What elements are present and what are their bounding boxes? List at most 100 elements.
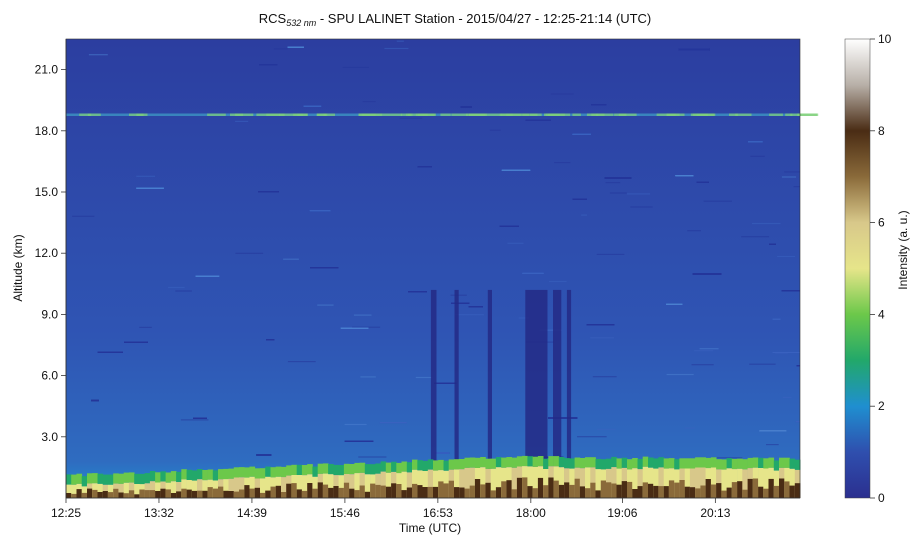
colorbar-ticks: 0 2 4 6 8 10 — [870, 32, 892, 505]
boundary-layer-cell — [773, 460, 780, 471]
boundary-layer-cell — [511, 467, 518, 498]
heatmap-cell — [691, 364, 714, 366]
heatmap-cell — [175, 290, 192, 292]
cloud-layer-cell — [469, 113, 483, 116]
boundary-layer-cell — [427, 486, 434, 498]
boundary-layer-cell — [621, 457, 628, 468]
heatmap-cell — [353, 314, 372, 316]
x-tick-label: 19:06 — [607, 506, 637, 520]
boundary-layer-cell — [763, 468, 769, 498]
boundary-layer-cell — [642, 482, 649, 498]
boundary-layer-cell — [579, 486, 586, 498]
boundary-layer-cell — [663, 468, 670, 498]
boundary-layer-cell — [375, 463, 381, 474]
boundary-layer-cell — [574, 457, 581, 468]
boundary-layer-cell — [249, 466, 256, 477]
boundary-layer-cell — [674, 482, 680, 498]
boundary-layer-cell — [102, 491, 109, 498]
cloud-layer-cell — [479, 113, 502, 116]
low-signal-column — [525, 289, 548, 472]
heatmap-cell — [258, 191, 279, 193]
boundary-layer-cell — [454, 469, 460, 498]
boundary-layer-cell — [66, 484, 72, 498]
boundary-layer-cell — [333, 486, 339, 498]
boundary-layer-cell — [412, 483, 418, 498]
boundary-layer-cell — [716, 483, 722, 498]
heatmap-cell — [468, 306, 483, 308]
cloud-layer-cell — [79, 113, 92, 116]
boundary-layer-cell — [228, 491, 235, 498]
boundary-layer-cell — [249, 488, 256, 498]
boundary-layer-cell — [527, 486, 533, 498]
boundary-layer-cell — [66, 493, 72, 498]
boundary-layer-cell — [81, 492, 88, 498]
heatmap-cell — [310, 267, 339, 269]
boundary-layer-cell — [564, 458, 570, 469]
cloud-layer-cell — [129, 113, 144, 116]
boundary-layer-cell — [81, 486, 88, 498]
heatmap-cell — [256, 454, 272, 456]
boundary-layer-cell — [737, 458, 743, 469]
boundary-layer-cell — [731, 482, 738, 498]
cloud-layer-cell — [735, 113, 752, 116]
heatmap-cell — [590, 337, 615, 339]
heatmap-cell — [259, 64, 278, 66]
boundary-layer-cell — [144, 473, 151, 484]
boundary-layer-cell — [532, 466, 539, 498]
boundary-layer-cell — [548, 456, 554, 467]
boundary-layer-cell — [186, 469, 193, 480]
boundary-layer-cell — [642, 456, 649, 467]
boundary-layer-cell — [155, 482, 161, 498]
y-tick-label: 12.0 — [35, 246, 59, 260]
boundary-layer-cell — [307, 483, 313, 498]
boundary-layer-cell — [710, 457, 717, 468]
boundary-layer-cell — [616, 484, 623, 498]
boundary-layer-cell — [789, 485, 796, 498]
boundary-layer-cell — [553, 456, 560, 467]
boundary-layer-cell — [569, 458, 575, 469]
heatmap-cell — [586, 324, 615, 326]
heatmap-cell — [699, 348, 719, 350]
boundary-layer-cell — [260, 492, 266, 498]
boundary-layer-cell — [543, 469, 549, 498]
y-tick-label: 21.0 — [35, 63, 59, 77]
boundary-layer-cell — [459, 487, 465, 498]
cloud-layer-cell — [729, 113, 738, 116]
boundary-layer-cell — [149, 490, 156, 498]
boundary-layer-cell — [689, 468, 696, 498]
heatmap-cell — [784, 171, 800, 173]
boundary-layer-cell — [260, 478, 266, 498]
boundary-layer-cell — [406, 487, 413, 498]
boundary-layer-cell — [490, 468, 497, 498]
heatmap-cell — [139, 326, 152, 328]
boundary-layer-cell — [427, 459, 434, 470]
boundary-layer-cell — [632, 458, 638, 469]
boundary-layer-cell — [480, 484, 486, 498]
boundary-layer-cell — [160, 488, 166, 498]
boundary-layer-cell — [406, 462, 413, 473]
boundary-layer-cell — [92, 473, 98, 484]
boundary-layer-cell — [87, 488, 93, 498]
heatmap-cell — [434, 452, 450, 454]
cloud-layer-cell — [87, 113, 101, 116]
boundary-layer-cell — [223, 468, 229, 480]
boundary-layer-cell — [134, 484, 140, 498]
boundary-layer-cell — [370, 483, 376, 498]
heatmap-cell — [273, 48, 288, 50]
boundary-layer-cell — [317, 482, 324, 498]
heatmap-cell — [417, 166, 432, 168]
heatmap-cell — [630, 206, 653, 208]
heatmap-cell — [489, 129, 501, 131]
colorbar-tick-label: 6 — [878, 216, 885, 230]
boundary-layer-cell — [752, 478, 759, 498]
cloud-layer-cell — [358, 113, 364, 116]
boundary-layer-cell — [155, 491, 161, 498]
boundary-layer-cell — [648, 483, 654, 498]
boundary-layer-cell — [548, 477, 554, 498]
boundary-layer-cell — [763, 458, 769, 469]
boundary-layer-cell — [511, 457, 518, 468]
boundary-layer-cell — [202, 480, 208, 498]
boundary-layer-cell — [149, 481, 156, 498]
boundary-layer-cell — [176, 491, 182, 498]
boundary-layer-cell — [312, 488, 318, 498]
